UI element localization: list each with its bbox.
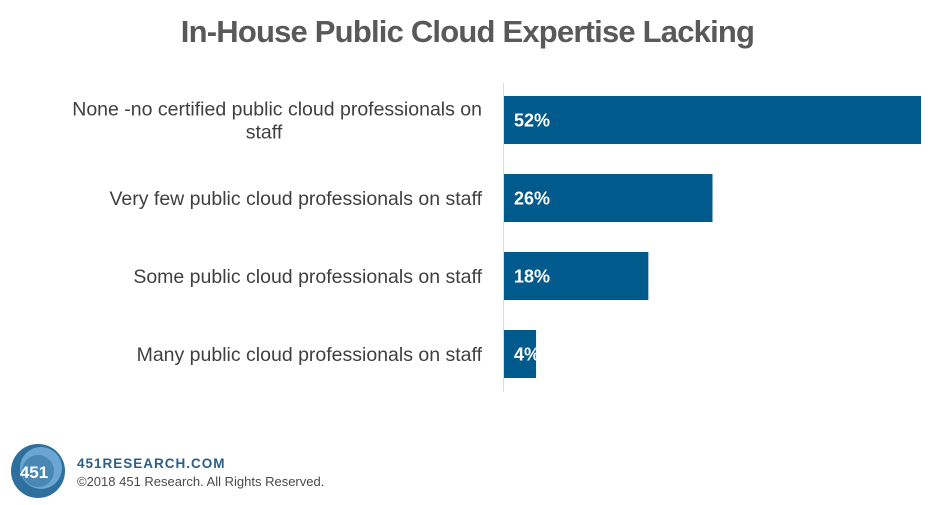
451-logo-icon: 451 [11,444,65,498]
bars-group: 52% None -no certified public cloud profe… [72,96,921,378]
logo-text: 451 [20,463,48,482]
category-label-1: None -no certified public cloud professi… [72,99,482,144]
category-label-4: Many public cloud professionals on staff [137,344,483,366]
bar-value-label-2: 26% [514,189,550,209]
bar-value-label-3: 18% [514,267,550,287]
footer-copyright: ©2018 451 Research. All Rights Reserved. [77,474,325,489]
bar-value-label-4: 4% [514,345,540,365]
category-label-3: Some public cloud professionals on staff [133,266,482,288]
bar-3 [504,252,649,300]
bar-4 [504,330,537,378]
bar-value-label-1: 52% [514,111,550,131]
footer-site-link[interactable]: 451RESEARCH.COM [77,456,226,471]
bar-1 [504,96,921,144]
chart-title: In-House Public Cloud Expertise Lacking [180,14,755,49]
bar-2 [504,174,713,222]
bar-chart: 52% None -no certified public cloud profe… [72,83,921,392]
category-label-2: Very few public cloud professionals on s… [109,188,482,210]
